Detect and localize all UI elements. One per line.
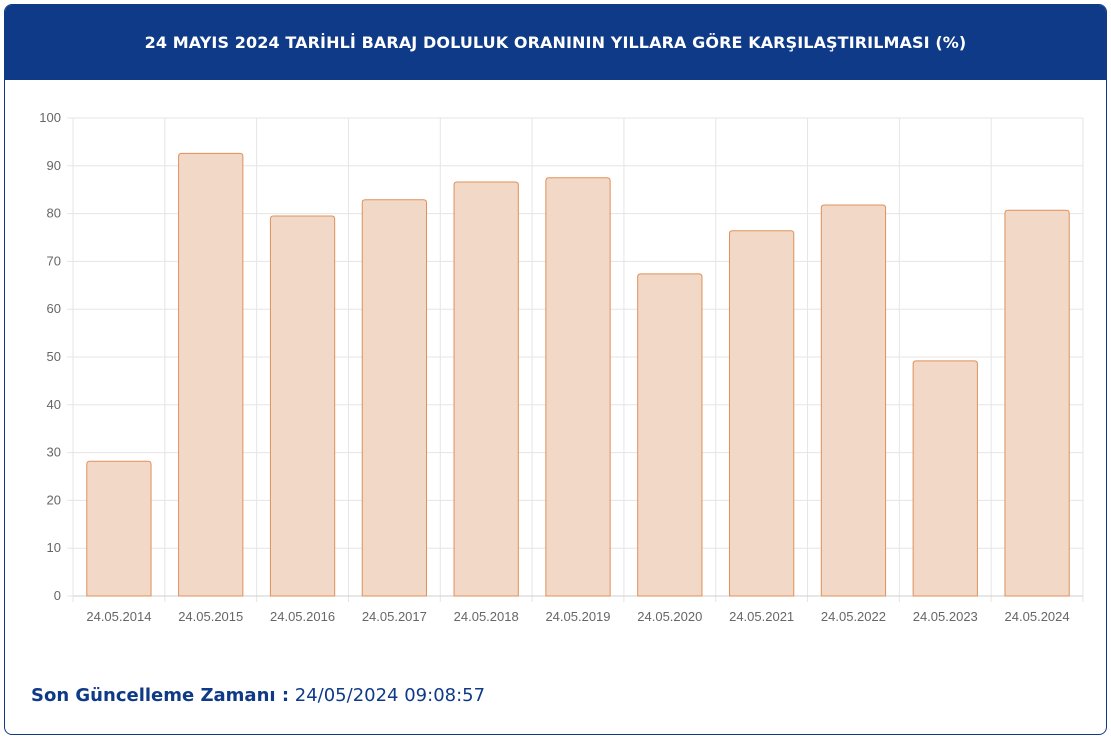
chart-card-header: 24 MAYIS 2024 TARİHLİ BARAJ DOLULUK ORAN… — [5, 5, 1106, 80]
y-tick-label: 30 — [47, 445, 61, 460]
y-tick-label: 70 — [47, 253, 61, 268]
x-tick-label: 24.05.2017 — [362, 609, 427, 624]
x-tick-label: 24.05.2022 — [821, 609, 886, 624]
last-update: Son Güncelleme Zamanı : 24/05/2024 09:08… — [31, 685, 485, 706]
bar-24.05.2016[interactable] — [269, 215, 336, 597]
bar-24.05.2018[interactable] — [453, 181, 519, 597]
y-tick-label: 50 — [47, 349, 61, 364]
y-tick-label: 100 — [39, 110, 61, 125]
last-update-value: 24/05/2024 09:08:57 — [294, 685, 486, 706]
x-tick-label: 24.05.2014 — [86, 609, 151, 624]
bar-24.05.2019[interactable] — [545, 177, 611, 597]
x-tick-label: 24.05.2015 — [178, 609, 243, 624]
x-tick-label: 24.05.2019 — [545, 609, 610, 624]
bar-24.05.2020[interactable] — [637, 273, 703, 597]
chart-area: 0 10 20 30 40 50 60 70 80 90 100 24.05.2014 24.05.2… — [5, 80, 1106, 640]
y-tick-label: 60 — [47, 301, 61, 316]
y-tick-label: 40 — [47, 397, 61, 412]
x-tick-label: 24.05.2016 — [270, 609, 335, 624]
bar-24.05.2021[interactable] — [729, 230, 795, 597]
bar-24.05.2022[interactable] — [820, 204, 887, 597]
bar-24.05.2014[interactable] — [86, 460, 152, 597]
x-tick-label: 24.05.2021 — [729, 609, 794, 624]
bar-24.05.2015[interactable] — [178, 152, 244, 597]
last-update-label: Son Güncelleme Zamanı : — [31, 685, 290, 706]
x-tick-label: 24.05.2023 — [913, 609, 978, 624]
x-tick-label: 24.05.2024 — [1005, 609, 1070, 624]
x-tick-label: 24.05.2018 — [454, 609, 519, 624]
y-tick-label: 10 — [47, 540, 61, 555]
bar-24.05.2023[interactable] — [912, 360, 978, 597]
y-tick-label: 90 — [47, 158, 61, 173]
bar-24.05.2024[interactable] — [1004, 209, 1070, 597]
y-tick-label: 80 — [47, 206, 61, 221]
y-axis-ticks: 0 10 20 30 40 50 60 70 80 90 100 — [39, 110, 61, 603]
y-tick-label: 0 — [54, 588, 61, 603]
bar-layer — [86, 152, 1070, 597]
chart-card: 24 MAYIS 2024 TARİHLİ BARAJ DOLULUK ORAN… — [4, 4, 1107, 735]
y-tick-label: 20 — [47, 492, 61, 507]
bar-24.05.2017[interactable] — [361, 199, 427, 597]
x-tick-label: 24.05.2020 — [637, 609, 702, 624]
chart-title: 24 MAYIS 2024 TARİHLİ BARAJ DOLULUK ORAN… — [144, 33, 967, 52]
x-axis-ticks: 24.05.2014 24.05.2015 24.05.2016 24.05.2017… — [86, 609, 1069, 624]
